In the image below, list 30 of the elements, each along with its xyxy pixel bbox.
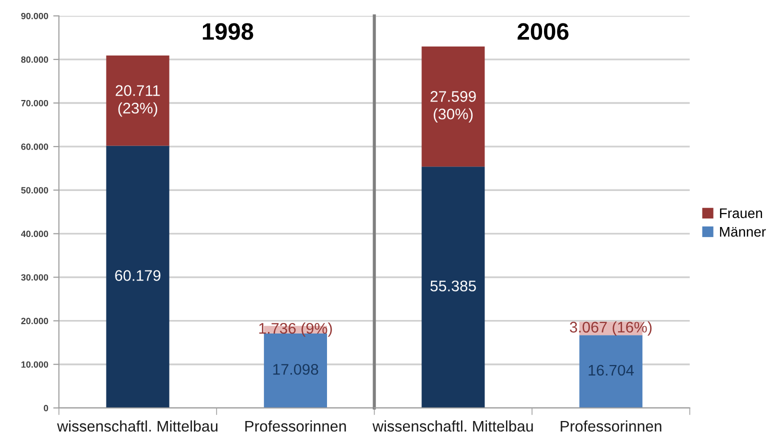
data-label: 16.704 (588, 364, 634, 376)
data-label: 60.179 (115, 270, 160, 281)
data-label: 20.711 (23%) (116, 85, 160, 117)
x-tick-label: wissenschaftl. Mittelbau (372, 420, 533, 432)
bar (422, 166, 485, 408)
data-label: 55.385 (430, 280, 476, 292)
bar (579, 335, 642, 408)
y-tick-label: 70.000 (21, 100, 48, 106)
chart-title: 2006 (518, 23, 568, 40)
y-tick-label: 50.000 (21, 187, 48, 194)
y-tick-label: 60.000 (21, 144, 48, 150)
y-tick-label: 30.000 (21, 274, 48, 281)
y-tick-label: 0 (44, 404, 48, 412)
x-tick-label: Professorinnen (245, 420, 346, 432)
y-tick-label: 40.000 (21, 230, 48, 238)
data-label: 17.098 (273, 364, 318, 375)
legend-label: Männer (720, 227, 766, 237)
y-tick-label: 90.000 (21, 12, 48, 20)
y-tick-label: 80.000 (21, 56, 48, 63)
bar (106, 146, 170, 408)
chart-title: 1998 (202, 23, 254, 40)
x-tick-label: wissenschaftl. Mittelbau (57, 420, 218, 432)
y-tick-label: 10.000 (21, 361, 48, 368)
bar (106, 56, 170, 146)
legend-label: Frauen (720, 208, 762, 218)
y-tick-label: 20.000 (21, 318, 48, 324)
bar (422, 46, 485, 167)
data-label: 3.067 (16%) (570, 321, 652, 336)
x-tick-label: Professorinnen (560, 420, 662, 432)
data-label: 27.599 (30%) (430, 91, 476, 122)
